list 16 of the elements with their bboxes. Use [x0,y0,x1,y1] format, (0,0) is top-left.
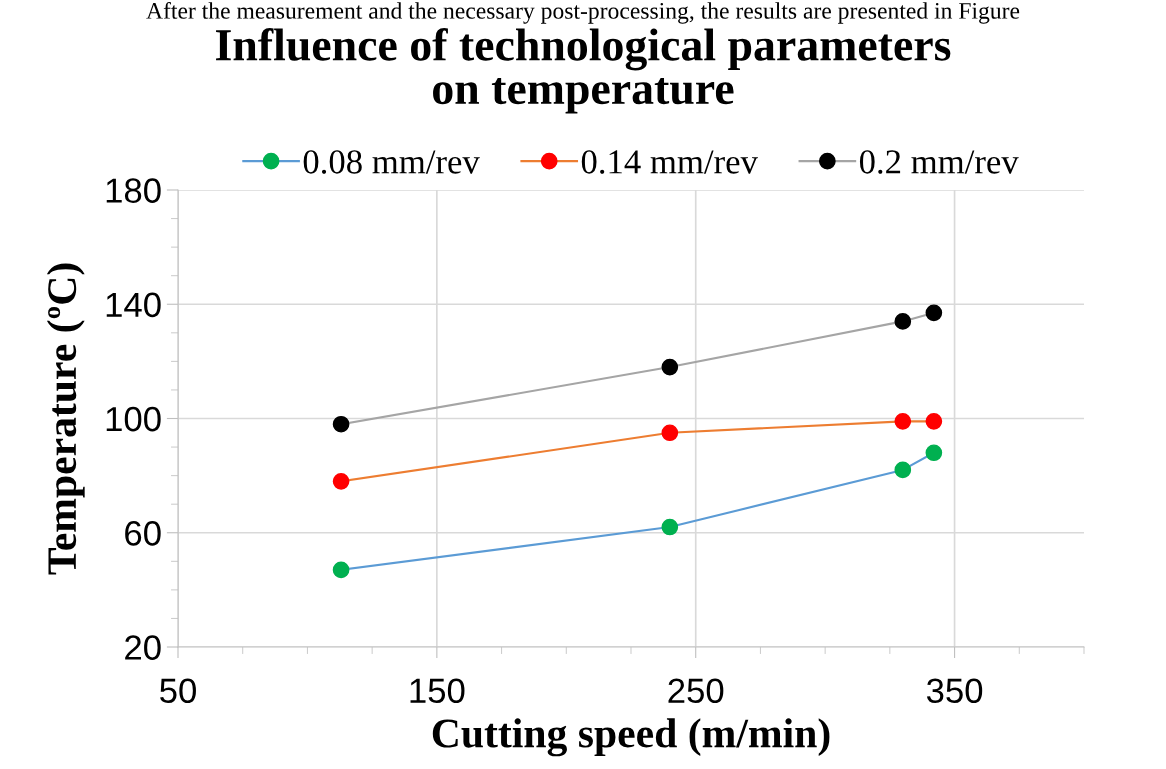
x-tick-label: 150 [410,678,465,704]
legend-label: 0.08 mm/rev [303,150,480,174]
x-axis-title: Cutting speed (m/min) [432,718,830,757]
y-tick-label: 180 [106,178,161,203]
text: After the measurement and the necessary post-processing, the results are presented in Figure [146,2,1020,24]
y-tick-label: 20 [125,635,161,660]
y-axis-title: Temperature (ºC) [46,263,85,575]
y-tick-label: 100 [106,406,161,432]
x-tick-label: 350 [926,678,983,704]
x-tick-label: 50 [160,678,196,704]
x-tick-label: 250 [668,678,724,704]
y-tick-label: 60 [125,521,161,546]
legend-label: 0.2 mm/rev [859,150,1019,174]
legend-label: 0.14 mm/rev [581,150,758,174]
chart-title: Influence of technological parameters on temperature [216,28,951,114]
y-tick-label: 140 [106,292,161,318]
